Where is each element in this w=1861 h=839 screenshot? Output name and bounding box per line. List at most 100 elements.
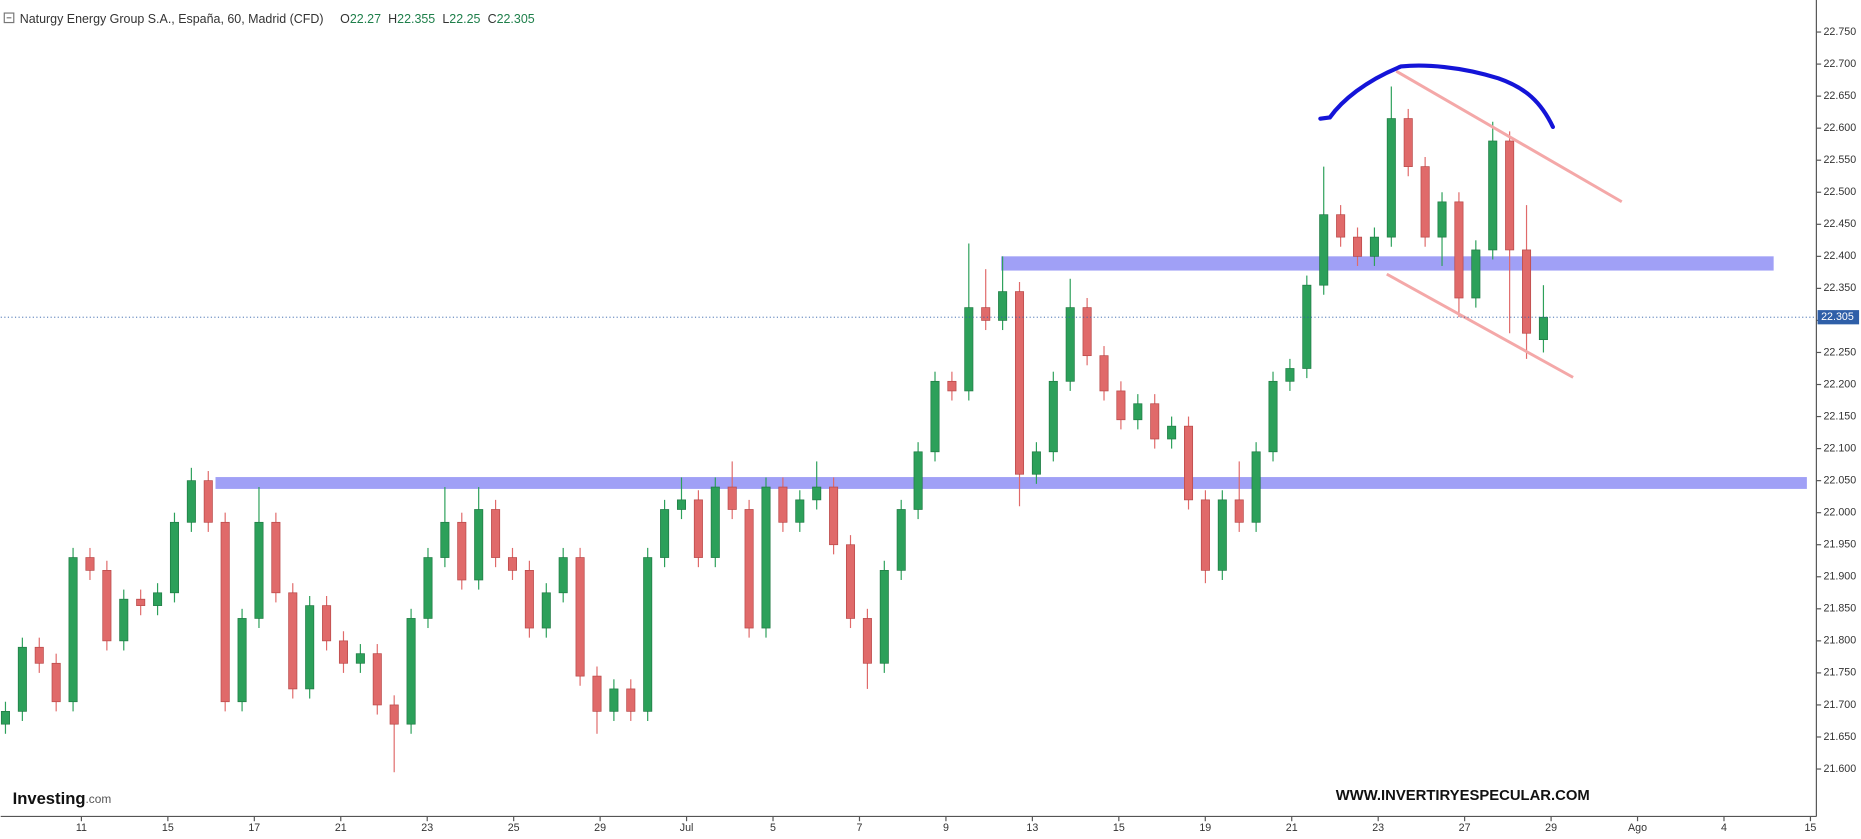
y-tick-label: 22.350 bbox=[1823, 282, 1856, 294]
price-label-box bbox=[1817, 310, 1860, 325]
candle-body bbox=[169, 521, 179, 594]
candle-body bbox=[1184, 425, 1194, 501]
x-tick-label: 9 bbox=[943, 822, 949, 834]
candle-body bbox=[676, 499, 687, 510]
candle-body bbox=[1353, 236, 1363, 257]
candle-body bbox=[338, 640, 348, 664]
candle-body bbox=[1167, 425, 1177, 440]
candle-body bbox=[1420, 166, 1430, 238]
candle-body bbox=[693, 499, 703, 558]
chart-title: Naturgy Energy Group S.A., España, 60, M… bbox=[20, 12, 324, 26]
candle-body bbox=[34, 646, 44, 664]
y-tick-label: 21.950 bbox=[1823, 539, 1856, 551]
collapse-icon[interactable] bbox=[3, 12, 15, 24]
watermark: WWW.INVERTIRYESPECULAR.COM bbox=[1336, 788, 1590, 804]
candle-body bbox=[1471, 249, 1481, 299]
ohlc-prefix: H bbox=[388, 12, 397, 26]
logo-suffix: .com bbox=[86, 792, 112, 806]
candle-body bbox=[1116, 390, 1126, 421]
x-tick-label: Ago bbox=[1628, 822, 1647, 834]
candle-body bbox=[305, 605, 315, 690]
candle-body bbox=[1522, 249, 1532, 334]
candle-body bbox=[1099, 355, 1109, 392]
candle-body bbox=[609, 688, 619, 712]
candle-body bbox=[710, 486, 720, 558]
candle-body bbox=[1031, 451, 1041, 475]
y-tick-label: 22.200 bbox=[1823, 378, 1856, 390]
candle-body bbox=[1200, 499, 1210, 571]
candle-body bbox=[491, 509, 501, 558]
candle-body bbox=[68, 557, 78, 703]
logo-main: Investing bbox=[13, 789, 86, 808]
y-tick-label: 21.850 bbox=[1823, 603, 1856, 615]
candle-body bbox=[964, 307, 974, 392]
support-band bbox=[215, 477, 1807, 489]
candle-body bbox=[660, 509, 670, 558]
candle-body bbox=[51, 662, 61, 703]
candle-body bbox=[1285, 368, 1295, 382]
drawings-top bbox=[1318, 63, 1623, 379]
candle-body bbox=[558, 557, 568, 594]
candle-body bbox=[626, 688, 636, 712]
logo: Investing.com bbox=[13, 789, 112, 808]
candles bbox=[0, 86, 1548, 773]
candle-body bbox=[1538, 316, 1548, 341]
ohlc-value: 22.355 bbox=[397, 12, 435, 26]
x-tick-label: 25 bbox=[508, 822, 520, 834]
x-tick-label: 29 bbox=[1545, 822, 1557, 834]
candle-body bbox=[1437, 201, 1447, 238]
drawings bbox=[215, 256, 1807, 489]
candle-body bbox=[474, 509, 484, 581]
candle-body bbox=[85, 557, 95, 571]
candle-body bbox=[136, 598, 146, 606]
ohlc-prefix: O bbox=[340, 12, 350, 26]
candle-body bbox=[507, 557, 517, 571]
candle-body bbox=[541, 592, 551, 629]
y-tick-label: 22.400 bbox=[1823, 250, 1856, 262]
channel-upper bbox=[1395, 69, 1623, 204]
ohlc-prefix: C bbox=[488, 12, 497, 26]
candle-body bbox=[119, 598, 129, 642]
y-tick-label: 22.000 bbox=[1823, 507, 1856, 519]
candle-body bbox=[862, 618, 872, 664]
candle-body bbox=[524, 570, 534, 629]
header: Naturgy Energy Group S.A., España, 60, M… bbox=[20, 12, 535, 26]
candle-body bbox=[1082, 307, 1092, 357]
candle-body bbox=[372, 653, 382, 706]
y-tick-label: 21.650 bbox=[1823, 731, 1856, 743]
y-tick-label: 22.250 bbox=[1823, 346, 1856, 358]
x-tick-label: 15 bbox=[1113, 822, 1125, 834]
candle-body bbox=[1048, 380, 1058, 453]
candle-body bbox=[1505, 140, 1515, 251]
candle-body bbox=[795, 499, 805, 523]
candle-body bbox=[254, 521, 264, 619]
x-tick-label: 4 bbox=[1721, 822, 1727, 834]
candle-body bbox=[1336, 214, 1346, 238]
ohlc-value: 22.25 bbox=[449, 12, 480, 26]
y-tick-label: 22.750 bbox=[1823, 26, 1856, 38]
candle-body bbox=[0, 710, 10, 725]
candle-body bbox=[879, 570, 889, 664]
candle-body bbox=[998, 291, 1008, 321]
x-tick-label: 21 bbox=[1286, 822, 1298, 834]
y-tick-label: 22.100 bbox=[1823, 442, 1856, 454]
candle-body bbox=[271, 521, 281, 594]
candle-body bbox=[1217, 499, 1227, 571]
candle-body bbox=[761, 486, 771, 629]
candle-body bbox=[981, 307, 991, 321]
x-tick-label: 23 bbox=[1372, 822, 1384, 834]
candle-body bbox=[829, 486, 839, 546]
y-tick-label: 22.150 bbox=[1823, 410, 1856, 422]
x-tick-label: 11 bbox=[76, 822, 87, 834]
candle-body bbox=[1403, 118, 1413, 167]
candle-body bbox=[1251, 451, 1261, 523]
candle-body bbox=[896, 509, 906, 571]
x-tick-label: 29 bbox=[594, 822, 606, 834]
candle-body bbox=[1268, 380, 1278, 453]
y-tick-label: 22.500 bbox=[1823, 186, 1856, 198]
y-tick-label: 22.650 bbox=[1823, 90, 1856, 102]
y-tick-label: 21.600 bbox=[1823, 763, 1856, 775]
candle-body bbox=[423, 557, 433, 619]
candle-body bbox=[643, 557, 653, 712]
